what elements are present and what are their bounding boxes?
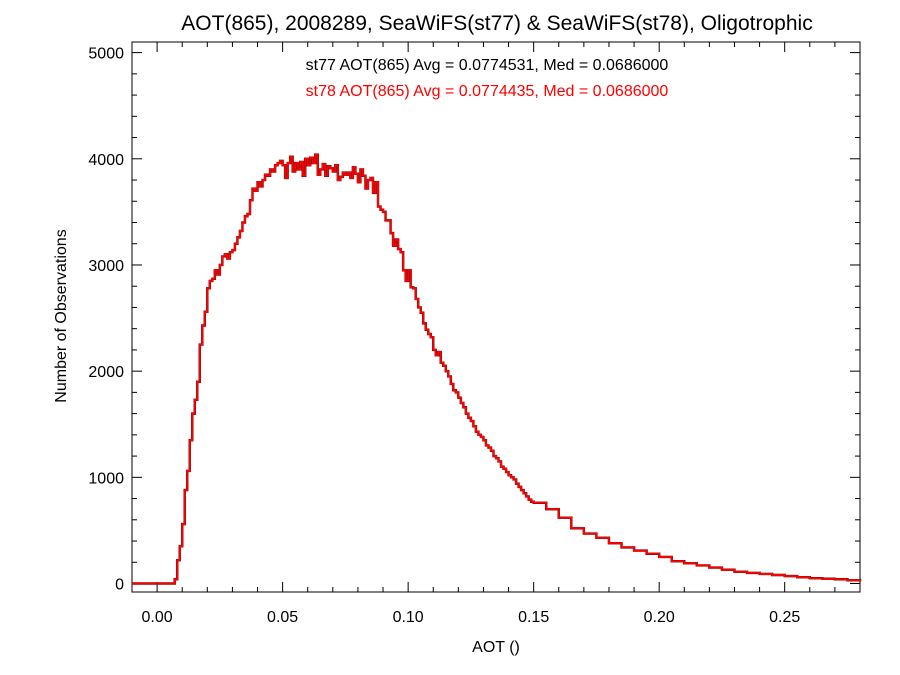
- annotation-st78: st78 AOT(865) Avg = 0.0774435, Med = 0.0…: [306, 83, 669, 100]
- y-tick-label: 5000: [88, 46, 124, 63]
- y-axis: 0 1000 2000 3000 4000 5000: [88, 46, 860, 594]
- y-tick-label: 3000: [88, 258, 124, 275]
- series-line-st78: [132, 153, 861, 585]
- y-tick-label: 1000: [88, 470, 124, 487]
- y-axis-label: Number of Observations: [53, 229, 70, 402]
- x-tick-label: 0.00: [142, 609, 173, 626]
- x-tick-label: 0.05: [267, 609, 298, 626]
- y-tick-label: 2000: [88, 364, 124, 381]
- x-tick-label: 0.10: [393, 609, 424, 626]
- y-tick-label: 0: [115, 577, 124, 594]
- x-tick-label: 0.15: [518, 609, 549, 626]
- annotation-st77: st77 AOT(865) Avg = 0.0774531, Med = 0.0…: [306, 57, 669, 74]
- x-axis: 0.00 0.05 0.10 0.15 0.20 0.25: [131, 42, 861, 626]
- x-tick-label: 0.20: [644, 609, 675, 626]
- x-tick-label: 0.25: [769, 609, 800, 626]
- y-tick-label: 4000: [88, 152, 124, 169]
- plot-frame: [131, 41, 861, 593]
- series-layer: [132, 153, 862, 585]
- x-axis-label: AOT (): [472, 639, 520, 656]
- series-line-st77: [132, 153, 862, 585]
- chart-title: AOT(865), 2008289, SeaWiFS(st77) & SeaWi…: [181, 12, 812, 35]
